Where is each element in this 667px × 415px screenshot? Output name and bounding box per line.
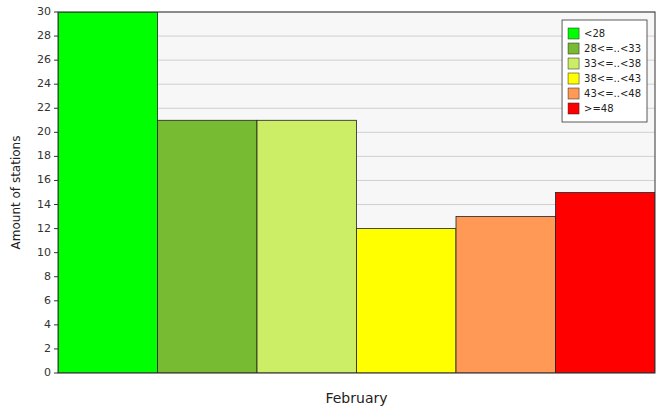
- y-tick-label: 28: [37, 29, 51, 42]
- legend-label: >=48: [584, 103, 613, 114]
- bar: [556, 193, 656, 374]
- chart: 024681012141618202224262830FebruaryAmoun…: [0, 0, 667, 415]
- y-tick-label: 26: [37, 53, 51, 66]
- bar: [158, 120, 258, 373]
- y-tick: [54, 276, 58, 277]
- y-tick-label: 30: [37, 5, 51, 18]
- legend-swatch: [568, 58, 579, 69]
- y-tick: [54, 324, 58, 325]
- y-tick: [54, 60, 58, 61]
- legend-box: [562, 20, 647, 122]
- y-tick-label: 8: [44, 270, 51, 283]
- y-tick-label: 0: [44, 366, 51, 379]
- legend-swatch: [568, 103, 579, 114]
- y-tick: [54, 132, 58, 133]
- legend-swatch: [568, 28, 579, 39]
- y-tick: [54, 252, 58, 253]
- y-tick-label: 16: [37, 173, 51, 186]
- x-axis-label: February: [325, 390, 387, 406]
- bar: [456, 217, 556, 373]
- y-tick-label: 2: [44, 342, 51, 355]
- bar: [58, 12, 158, 373]
- y-tick: [54, 180, 58, 181]
- y-tick-label: 24: [37, 77, 51, 90]
- legend: <28 28<=..<33 33<=..<38 38<=..<43 43<=..<48 >…: [562, 20, 647, 122]
- y-tick-label: 20: [37, 125, 51, 138]
- y-tick-label: 14: [37, 198, 51, 211]
- y-axis: 024681012141618202224262830: [37, 5, 58, 379]
- chart-container: 024681012141618202224262830FebruaryAmoun…: [0, 0, 667, 415]
- y-tick-label: 12: [37, 222, 51, 235]
- y-tick-label: 18: [37, 149, 51, 162]
- plot-frame: [58, 12, 655, 373]
- y-tick: [54, 36, 58, 37]
- y-tick: [54, 108, 58, 109]
- y-tick: [54, 228, 58, 229]
- y-tick: [54, 373, 58, 374]
- y-tick: [54, 12, 58, 13]
- y-tick-label: 6: [44, 294, 51, 307]
- plot-area: [58, 12, 655, 373]
- y-axis-label: Amount of stations: [9, 136, 23, 250]
- legend-label: 38<=..<43: [584, 73, 641, 84]
- bar: [257, 120, 357, 373]
- legend-label: 43<=..<48: [584, 88, 641, 99]
- bars: [58, 12, 655, 373]
- legend-label: 33<=..<38: [584, 58, 641, 69]
- legend-swatch: [568, 88, 579, 99]
- y-tick: [54, 156, 58, 157]
- y-tick-label: 10: [37, 246, 51, 259]
- y-tick: [54, 84, 58, 85]
- legend-swatch: [568, 73, 579, 84]
- legend-label: 28<=..<33: [584, 43, 641, 54]
- y-tick: [54, 348, 58, 349]
- legend-swatch: [568, 43, 579, 54]
- legend-label: <28: [584, 28, 605, 39]
- y-tick-label: 22: [37, 101, 51, 114]
- y-tick-label: 4: [44, 318, 51, 331]
- y-tick: [54, 204, 58, 205]
- grid: [58, 12, 655, 373]
- y-tick: [54, 300, 58, 301]
- bar: [357, 229, 457, 373]
